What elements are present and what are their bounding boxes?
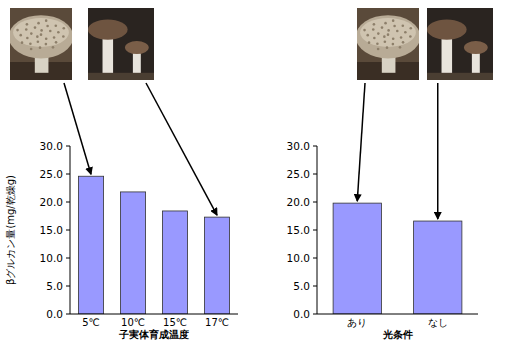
arrow: [437, 83, 439, 219]
category-label: 10℃: [121, 317, 145, 328]
bar: [414, 221, 462, 314]
category-label: 5℃: [82, 317, 100, 328]
arrow: [357, 83, 365, 201]
x-axis: [317, 314, 478, 315]
photo: [356, 8, 420, 80]
tick-label: 25.0: [40, 168, 63, 180]
tick: [313, 146, 317, 147]
tick: [66, 202, 70, 203]
bars: [333, 203, 462, 314]
tick: [313, 258, 317, 259]
x-axis-title: 光条件: [382, 329, 413, 340]
category-label: なし: [428, 317, 448, 328]
bar: [333, 203, 381, 314]
tick: [66, 174, 70, 175]
tick-label: 5.0: [293, 280, 310, 292]
x-axis: [70, 314, 238, 315]
tick: [313, 230, 317, 231]
x-axis-title: 子実体育成温度: [118, 329, 189, 340]
figure: 0.0 5.0 10.0 15.0 20.0 25.0 30.0 5℃ 10℃ 15℃ 17℃ 子実体…: [0, 0, 525, 341]
tick-label: 0.0: [293, 308, 310, 320]
tick-label: 10.0: [40, 252, 63, 264]
tick: [313, 174, 317, 175]
photo: [9, 8, 73, 80]
arrow: [64, 83, 91, 174]
bar: [120, 192, 145, 314]
tick: [66, 286, 70, 287]
category-label: 17℃: [205, 317, 229, 328]
tick: [313, 202, 317, 203]
tick-label: 5.0: [46, 280, 63, 292]
bar-chart: 0.0 5.0 10.0 15.0 20.0 25.0 30.0 あり なし光条件: [287, 140, 478, 341]
bar: [162, 211, 187, 314]
photo: [88, 8, 154, 80]
bar-chart: 0.0 5.0 10.0 15.0 20.0 25.0 30.0 5℃ 10℃ 15℃ 17℃ 子実体…: [5, 140, 238, 341]
tick: [66, 258, 70, 259]
tick-label: 15.0: [287, 224, 310, 236]
category-label: あり: [347, 317, 367, 328]
tick-label: 10.0: [287, 252, 310, 264]
tick: [66, 146, 70, 147]
category-label: 15℃: [163, 317, 187, 328]
tick: [313, 314, 317, 315]
y-axis-title: βグルカン量(mg/乾燥g): [5, 175, 16, 285]
tick-label: 30.0: [287, 140, 310, 152]
tick-label: 15.0: [40, 224, 63, 236]
photo: [427, 8, 493, 80]
bar: [204, 217, 229, 314]
tick-label: 20.0: [287, 196, 310, 208]
tick-label: 20.0: [40, 196, 63, 208]
tick-label: 0.0: [46, 308, 63, 320]
arrow: [146, 83, 217, 215]
tick: [66, 230, 70, 231]
tick-label: 30.0: [40, 140, 63, 152]
tick: [66, 314, 70, 315]
bar: [78, 176, 103, 314]
tick: [313, 286, 317, 287]
tick-label: 25.0: [287, 168, 310, 180]
